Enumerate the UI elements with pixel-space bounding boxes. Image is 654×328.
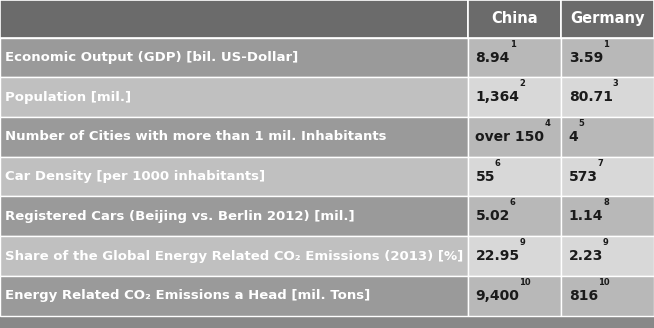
Text: 1: 1 bbox=[603, 40, 609, 49]
Text: Share of the Global Energy Related CO₂ Emissions (2013) [%]: Share of the Global Energy Related CO₂ E… bbox=[5, 250, 464, 262]
Bar bbox=[468, 196, 560, 236]
Text: 9,400: 9,400 bbox=[475, 289, 519, 303]
Text: 1.14: 1.14 bbox=[568, 209, 603, 223]
Text: 1,364: 1,364 bbox=[475, 90, 519, 104]
Text: 573: 573 bbox=[568, 170, 598, 184]
Bar bbox=[0, 0, 468, 38]
Bar bbox=[0, 77, 468, 117]
Bar bbox=[560, 38, 654, 77]
Text: 4: 4 bbox=[545, 119, 550, 128]
Bar bbox=[560, 196, 654, 236]
Bar bbox=[560, 0, 654, 38]
Text: over 150: over 150 bbox=[475, 130, 545, 144]
Bar bbox=[0, 157, 468, 196]
Text: 6: 6 bbox=[510, 198, 516, 207]
Bar bbox=[560, 157, 654, 196]
Text: Germany: Germany bbox=[570, 11, 645, 26]
Bar bbox=[0, 236, 468, 276]
Bar bbox=[468, 0, 560, 38]
Bar bbox=[0, 196, 468, 236]
Bar bbox=[468, 276, 560, 316]
Text: 22.95: 22.95 bbox=[475, 249, 519, 263]
Text: 7: 7 bbox=[598, 159, 604, 168]
Bar bbox=[560, 77, 654, 117]
Bar bbox=[468, 117, 560, 157]
Text: 9: 9 bbox=[519, 238, 525, 247]
Text: Energy Related CO₂ Emissions a Head [mil. Tons]: Energy Related CO₂ Emissions a Head [mil… bbox=[5, 289, 370, 302]
Text: 5: 5 bbox=[578, 119, 584, 128]
Text: 6: 6 bbox=[495, 159, 501, 168]
Bar bbox=[0, 38, 468, 77]
Text: Population [mil.]: Population [mil.] bbox=[5, 91, 131, 104]
Text: 10: 10 bbox=[519, 278, 531, 287]
Text: 55: 55 bbox=[475, 170, 495, 184]
Text: 5.02: 5.02 bbox=[475, 209, 510, 223]
Text: 10: 10 bbox=[598, 278, 610, 287]
Bar bbox=[468, 157, 560, 196]
Text: 816: 816 bbox=[568, 289, 598, 303]
Text: 2.23: 2.23 bbox=[568, 249, 603, 263]
Bar bbox=[468, 77, 560, 117]
Bar bbox=[560, 276, 654, 316]
Text: 4: 4 bbox=[568, 130, 578, 144]
Text: Car Density [per 1000 inhabitants]: Car Density [per 1000 inhabitants] bbox=[5, 170, 266, 183]
Text: 8: 8 bbox=[603, 198, 609, 207]
Text: 80.71: 80.71 bbox=[568, 90, 613, 104]
Text: Number of Cities with more than 1 mil. Inhabitants: Number of Cities with more than 1 mil. I… bbox=[5, 131, 387, 143]
Text: Economic Output (GDP) [bil. US-Dollar]: Economic Output (GDP) [bil. US-Dollar] bbox=[5, 51, 298, 64]
Bar bbox=[0, 117, 468, 157]
Text: 3.59: 3.59 bbox=[568, 51, 603, 65]
Bar bbox=[560, 117, 654, 157]
Text: 3: 3 bbox=[613, 79, 619, 88]
Bar bbox=[0, 276, 468, 316]
Bar bbox=[468, 38, 560, 77]
Text: China: China bbox=[491, 11, 538, 26]
Text: 8.94: 8.94 bbox=[475, 51, 510, 65]
Bar bbox=[560, 236, 654, 276]
Text: 2: 2 bbox=[519, 79, 525, 88]
Text: 9: 9 bbox=[603, 238, 609, 247]
Text: 1: 1 bbox=[510, 40, 516, 49]
Text: Registered Cars (Beijing vs. Berlin 2012) [mil.]: Registered Cars (Beijing vs. Berlin 2012… bbox=[5, 210, 355, 223]
Bar bbox=[468, 236, 560, 276]
